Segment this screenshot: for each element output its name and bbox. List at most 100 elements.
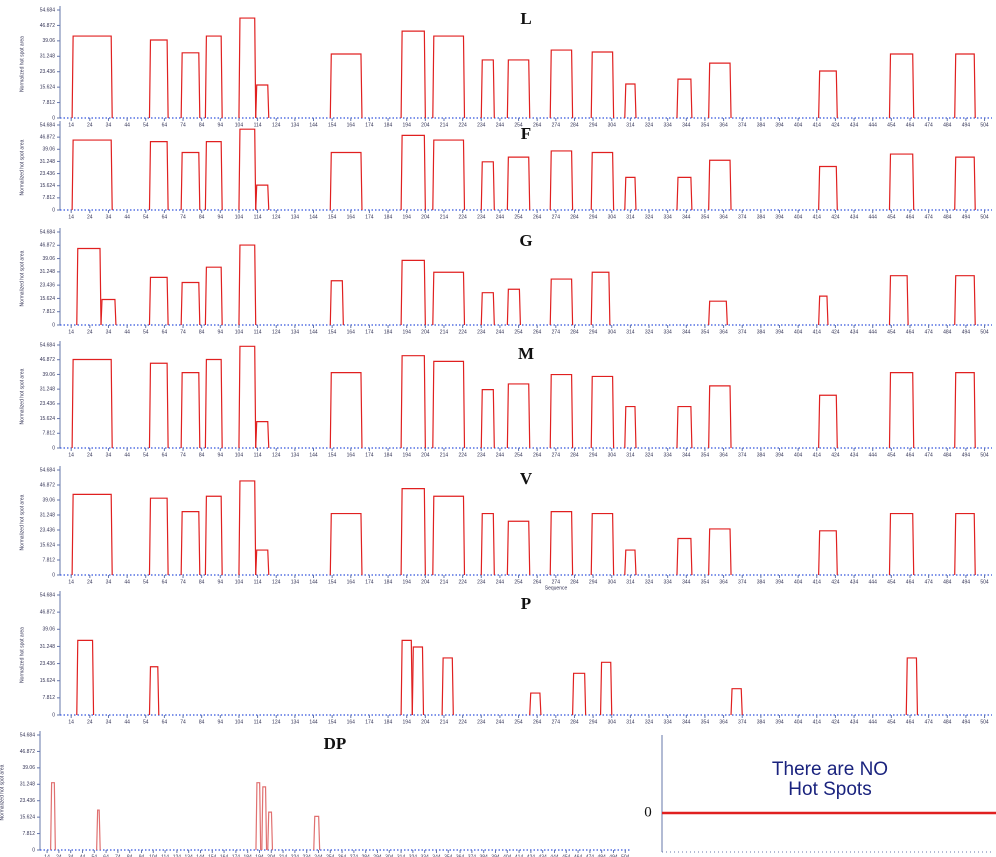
x-tick-label: 24 bbox=[87, 719, 93, 725]
x-tick-label: 284 bbox=[570, 122, 579, 128]
x-tick-label: 444 bbox=[869, 719, 878, 725]
x-tick-label: 474 bbox=[586, 854, 595, 857]
y-tick-label: 54.684 bbox=[20, 732, 36, 738]
x-tick-label: 74 bbox=[180, 214, 186, 220]
y-axis-label: Normalized hot spot area bbox=[19, 36, 25, 92]
x-tick-label: 244 bbox=[496, 214, 505, 220]
hot-spot bbox=[76, 639, 95, 716]
x-tick-label: 134 bbox=[291, 122, 300, 128]
x-tick-label: 304 bbox=[608, 579, 617, 585]
hot-spot bbox=[180, 372, 201, 449]
x-tick-label: 414 bbox=[515, 854, 524, 857]
x-tick-label: 134 bbox=[291, 719, 300, 725]
x-tick-label: 184 bbox=[384, 214, 393, 220]
x-tick-label: 174 bbox=[365, 214, 374, 220]
x-tick-label: 104 bbox=[235, 579, 244, 585]
y-tick-label: 54.684 bbox=[40, 467, 56, 473]
x-tick-label: 494 bbox=[962, 452, 971, 458]
x-tick-label: 44 bbox=[124, 579, 130, 585]
x-tick-label: 394 bbox=[775, 214, 784, 220]
x-tick-label: 474 bbox=[924, 452, 933, 458]
x-tick-label: 84 bbox=[199, 214, 205, 220]
x-tick-label: 334 bbox=[421, 854, 430, 857]
x-tick-label: 224 bbox=[458, 579, 467, 585]
panel: 0 7.812 15.624 23.436 31.248 39.06 46.872 54.68… bbox=[19, 341, 992, 458]
y-tick-label: 15.624 bbox=[40, 542, 56, 548]
x-tick-label: 484 bbox=[943, 579, 952, 585]
hot-spot bbox=[400, 355, 426, 449]
x-tick-label: 404 bbox=[794, 214, 803, 220]
hot-spot bbox=[549, 150, 574, 211]
y-tick-label: 0 bbox=[52, 207, 55, 213]
hot-spot bbox=[329, 512, 363, 576]
hot-spot bbox=[400, 639, 413, 716]
x-tick-label: 464 bbox=[906, 329, 915, 335]
y-tick-label: 39.06 bbox=[42, 147, 55, 153]
x-tick-label: 414 bbox=[813, 579, 822, 585]
hot-spot bbox=[549, 373, 574, 449]
x-tick-label: 164 bbox=[347, 122, 356, 128]
x-tick-label: 74 bbox=[115, 854, 121, 857]
x-tick-label: 274 bbox=[552, 719, 561, 725]
hot-spot bbox=[204, 141, 223, 211]
x-tick-label: 214 bbox=[440, 452, 449, 458]
hot-spot bbox=[572, 672, 587, 716]
hot-spot bbox=[180, 281, 201, 326]
chart-title: DP bbox=[324, 734, 347, 753]
x-tick-label: 374 bbox=[738, 329, 747, 335]
hot-spot bbox=[267, 811, 274, 851]
hot-spot bbox=[71, 358, 113, 449]
x-tick-label: 274 bbox=[552, 329, 561, 335]
x-tick-label: 434 bbox=[539, 854, 548, 857]
x-tick-label: 334 bbox=[663, 214, 672, 220]
y-tick-label: 31.248 bbox=[40, 54, 56, 60]
hot-spot bbox=[204, 35, 223, 119]
hot-spot bbox=[204, 495, 223, 576]
hot-spot bbox=[255, 782, 262, 851]
x-tick-label: 264 bbox=[533, 579, 542, 585]
hot-spot bbox=[888, 153, 915, 211]
hot-spot bbox=[708, 159, 732, 211]
y-tick-label: 0 bbox=[52, 712, 55, 718]
x-tick-label: 214 bbox=[440, 579, 449, 585]
x-tick-label: 314 bbox=[626, 579, 635, 585]
x-tick-label: 214 bbox=[440, 122, 449, 128]
x-axis-label: Sequence bbox=[545, 585, 568, 591]
x-tick-label: 294 bbox=[589, 214, 598, 220]
x-tick-label: 24 bbox=[56, 854, 62, 857]
x-tick-label: 314 bbox=[397, 854, 406, 857]
hot-spot bbox=[624, 405, 637, 449]
x-tick-label: 234 bbox=[303, 854, 312, 857]
x-tick-label: 464 bbox=[906, 579, 915, 585]
x-tick-label: 454 bbox=[562, 854, 571, 857]
x-tick-label: 194 bbox=[403, 452, 412, 458]
x-tick-label: 14 bbox=[68, 719, 74, 725]
x-tick-label: 244 bbox=[496, 719, 505, 725]
x-tick-label: 414 bbox=[813, 719, 822, 725]
y-tick-label: 0 bbox=[52, 572, 55, 578]
x-tick-label: 244 bbox=[314, 854, 323, 857]
hot-spot bbox=[529, 692, 542, 716]
x-tick-label: 44 bbox=[124, 329, 130, 335]
x-tick-label: 494 bbox=[962, 329, 971, 335]
y-tick-label: 31.248 bbox=[20, 782, 36, 788]
y-tick-label: 31.248 bbox=[40, 644, 56, 650]
x-tick-label: 34 bbox=[106, 214, 112, 220]
hot-spot bbox=[888, 53, 915, 119]
inset-message: Hot Spots bbox=[788, 779, 871, 800]
hot-spot bbox=[888, 512, 915, 576]
y-tick-label: 7.812 bbox=[22, 831, 35, 837]
x-tick-label: 184 bbox=[384, 329, 393, 335]
x-tick-label: 174 bbox=[365, 719, 374, 725]
x-tick-label: 124 bbox=[272, 579, 281, 585]
y-tick-label: 0 bbox=[52, 115, 55, 121]
x-tick-label: 464 bbox=[906, 452, 915, 458]
x-tick-label: 504 bbox=[980, 329, 989, 335]
y-tick-label: 39.06 bbox=[42, 627, 55, 633]
x-tick-label: 54 bbox=[143, 719, 149, 725]
hot-spot bbox=[818, 165, 838, 211]
x-tick-label: 464 bbox=[906, 719, 915, 725]
x-tick-label: 104 bbox=[149, 854, 158, 857]
x-tick-label: 214 bbox=[440, 329, 449, 335]
x-tick-label: 104 bbox=[235, 214, 244, 220]
